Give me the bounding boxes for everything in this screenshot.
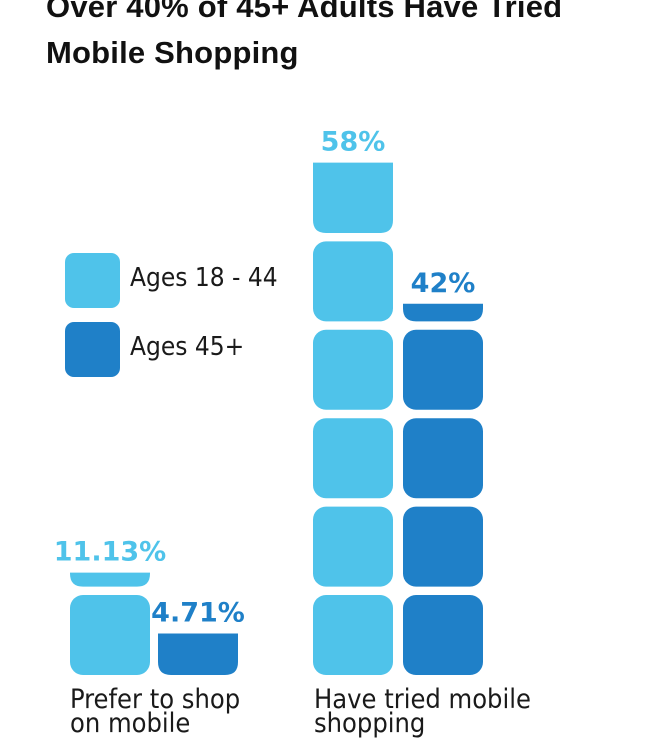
bar-block-have-tried-ages-45-plus-2 [403,506,483,587]
bar-block-have-tried-ages-45-plus-4 [403,329,483,410]
chart-title-line-1: Over 40% of 45+ Adults Have Tried [46,0,563,24]
category-label-prefer-to-shop: Prefer to shop on mobile [70,684,241,739]
bar-block-have-tried-ages-45-plus-1 [403,595,483,675]
legend-label-ages-18-44: Ages 18 - 44 [130,263,278,293]
bar-partial-prefer-to-shop-ages-45-plus [158,633,238,675]
data-label-prefer-to-shop-ages-18-44: 11.13% [54,537,166,568]
legend-swatch-ages-45-plus [65,322,120,377]
bar-block-have-tried-ages-18-44-1 [313,595,393,675]
bar-block-have-tried-ages-18-44-2 [313,506,393,587]
bar-block-have-tried-ages-45-plus-3 [403,418,483,499]
bar-partial-have-tried-ages-18-44 [313,162,393,233]
legend-swatch-ages-18-44 [65,253,120,308]
data-label-have-tried-ages-45-plus: 42% [411,268,476,299]
bar-block-have-tried-ages-18-44-5 [313,241,393,322]
data-label-have-tried-ages-18-44: 58% [321,127,386,158]
legend-label-ages-45-plus: Ages 45+ [130,332,245,362]
chart-title-line-2: Mobile Shopping [46,35,299,70]
bar-block-have-tried-ages-18-44-3 [313,418,393,499]
category-label-have-tried: Have tried mobile shopping [314,684,531,739]
chart-title: Over 40% of 45+ Adults Have Tried Mobile… [46,0,646,76]
bar-block-prefer-to-shop-ages-18-44-1 [70,595,150,675]
bar-partial-have-tried-ages-45-plus [403,303,483,322]
data-label-prefer-to-shop-ages-45-plus: 4.71% [151,598,245,629]
bar-block-have-tried-ages-18-44-4 [313,329,393,410]
bar-partial-prefer-to-shop-ages-18-44 [70,572,150,587]
